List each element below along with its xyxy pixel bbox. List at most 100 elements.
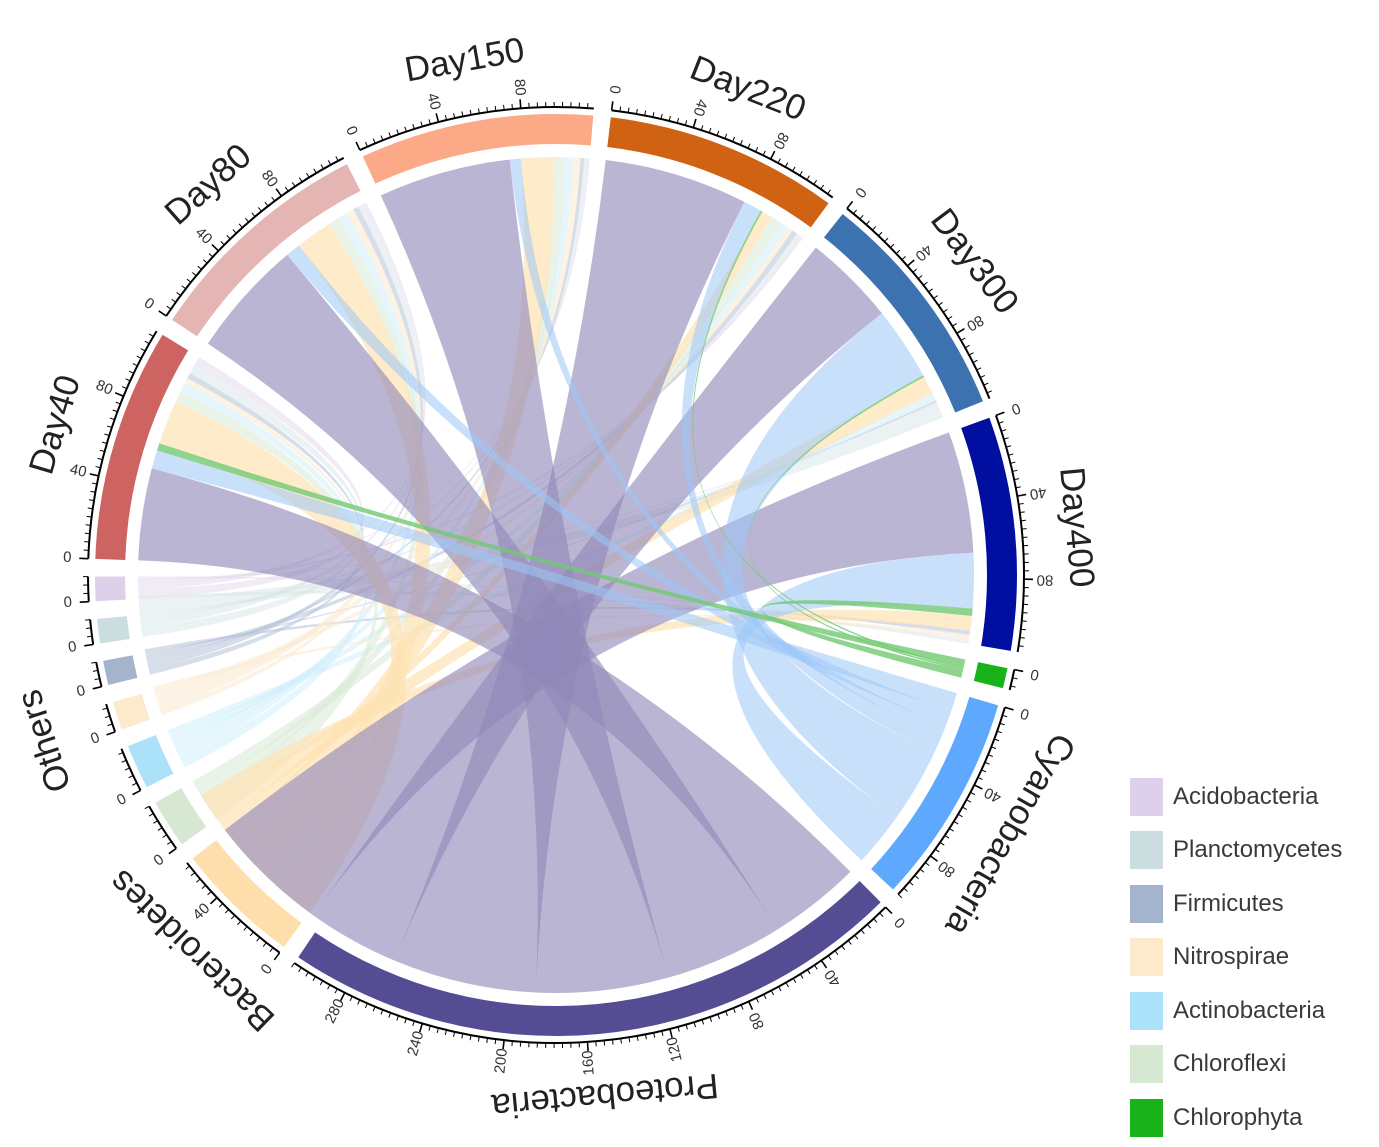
axis-tick (846, 200, 854, 209)
chord-link-day400-chlorophyta (761, 600, 973, 678)
axis-tick (101, 441, 108, 444)
axis-tick (769, 150, 776, 160)
axis-tick (162, 834, 167, 838)
axis-tick (755, 146, 759, 152)
axis-tick (477, 1036, 480, 1042)
axis-tick (998, 421, 1004, 424)
axis-tick (444, 1029, 447, 1035)
axis-tick (207, 891, 212, 896)
axis-tick (692, 118, 697, 128)
axis-tick (1004, 706, 1014, 711)
axis-tick (1010, 461, 1016, 464)
axis-tick (461, 111, 464, 117)
tick-label: 0 (150, 851, 167, 870)
tick-label: 0 (342, 123, 361, 138)
axis-tick (709, 1016, 713, 1022)
axis-tick (128, 370, 134, 374)
legend-item: Chlorophyta (1130, 1091, 1342, 1145)
axis-tick (725, 1010, 728, 1017)
axis-tick (157, 827, 163, 831)
axis-tick (827, 189, 831, 195)
axis-tick (994, 738, 1000, 742)
axis-tick (298, 177, 303, 183)
axis-tick (372, 138, 376, 144)
axis-tick (291, 182, 296, 187)
axis-line-acidobacteria (87, 576, 90, 602)
axis-tick (251, 212, 256, 217)
axis-tick (262, 942, 267, 947)
axis-tick (684, 120, 688, 126)
axis-tick (1018, 503, 1024, 505)
axis-tick (981, 769, 987, 773)
axis-tick (211, 244, 220, 252)
axis-tick (747, 1001, 754, 1011)
axis-tick (196, 878, 201, 883)
tick-label: 0 (891, 914, 909, 932)
axis-tick (396, 1015, 399, 1021)
axis-tick (792, 978, 797, 983)
axis-tick (717, 1013, 721, 1020)
axis-tick (853, 209, 858, 215)
sector-firmicutes (103, 655, 138, 686)
axis-line-cyanobacteria (897, 707, 1006, 895)
sector-day80 (172, 164, 361, 337)
axis-tick (132, 782, 137, 786)
axis-tick (106, 731, 116, 736)
axis-tick (956, 327, 965, 334)
axis-tick (895, 249, 901, 254)
axis-tick (716, 130, 720, 136)
tick-label: 40 (1028, 483, 1047, 503)
tick-label: 0 (63, 594, 72, 611)
axis-tick (1006, 445, 1012, 448)
legend-item: Nitrospirae (1130, 931, 1342, 985)
axis-tick (942, 308, 948, 313)
tick-label: 40 (68, 461, 88, 481)
legend-label: Firmicutes (1173, 889, 1284, 917)
axis-tick (860, 929, 865, 934)
sector-nitrospirae (112, 693, 150, 730)
axis-tick (1001, 429, 1007, 432)
axis-tick (966, 799, 972, 803)
legend-swatch (1130, 938, 1163, 977)
axis-tick (436, 1027, 439, 1033)
axis-tick (701, 1019, 705, 1025)
axis-tick (986, 390, 992, 394)
sector-cyanobacteria (871, 696, 999, 890)
chord-link-day300-actinobacteria (167, 393, 936, 738)
legend-swatch (1130, 1098, 1163, 1137)
axis-line-proteobacteria (293, 906, 887, 1044)
axis-tick (192, 272, 197, 277)
axis-line-bacteroidetes (186, 862, 281, 954)
axis-tick (435, 113, 440, 123)
axis-tick (740, 1004, 744, 1010)
axis-tick (404, 1018, 407, 1024)
axis-tick (269, 947, 274, 952)
axis-tick (319, 980, 324, 986)
axis-tick (121, 759, 127, 763)
axis-line-day40 (87, 330, 158, 559)
sector-day220 (607, 117, 829, 228)
tick-label: 0 (88, 729, 102, 748)
axis-tick (792, 166, 796, 172)
axis-tick (1002, 714, 1008, 718)
axis-tick (939, 841, 945, 846)
axis-tick (1019, 637, 1025, 639)
axis-tick (102, 707, 108, 710)
tick-label: 40 (689, 97, 710, 118)
axis-tick (428, 1025, 431, 1031)
chord-link-day150-bacteroidetes (226, 157, 555, 858)
axis-tick (190, 872, 196, 877)
axis-tick (158, 310, 167, 317)
axis-tick (924, 862, 930, 866)
axis-tick (700, 125, 704, 131)
axis-tick (973, 784, 983, 790)
axis-tick (635, 108, 638, 115)
chord-sectors (95, 114, 1018, 1036)
axis-tick (820, 184, 825, 190)
axis-tick (132, 363, 138, 367)
axis-tick (271, 196, 276, 202)
axis-tick (305, 971, 309, 977)
axis-tick (917, 275, 923, 280)
axis-tick (933, 295, 938, 299)
